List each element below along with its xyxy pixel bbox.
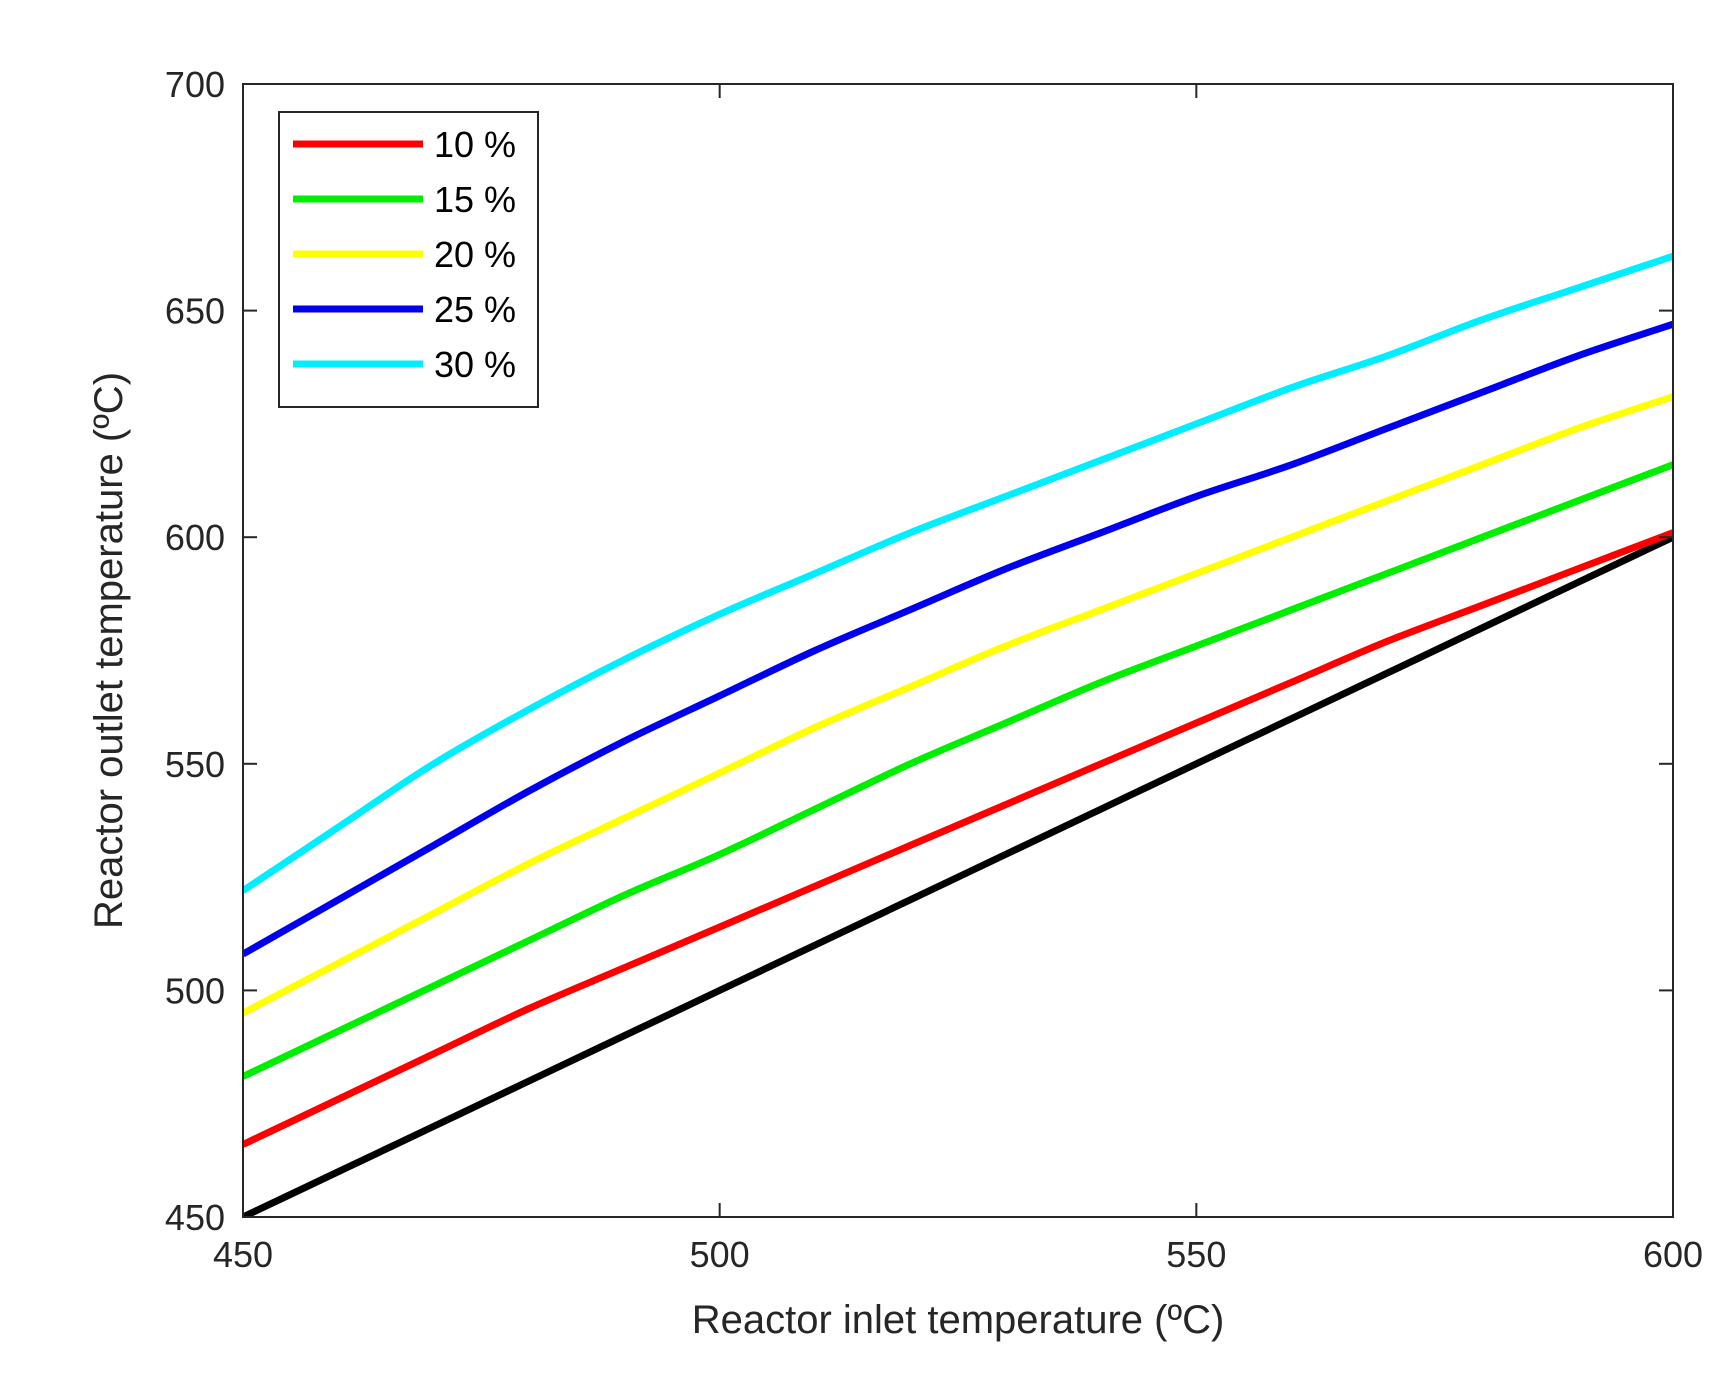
x-tick-label: 500	[690, 1234, 750, 1275]
series-line-30-percent	[243, 252, 1673, 894]
legend-label-25-percent: 25 %	[434, 289, 516, 330]
series-line-10-percent	[243, 529, 1673, 1148]
legend-label-20-percent: 20 %	[434, 234, 516, 275]
x-tick-label: 550	[1166, 1234, 1226, 1275]
legend: 10 % 15 % 20 % 25 % 30 %	[278, 111, 539, 408]
x-axis-label: Reactor inlet temperature (ºC)	[692, 1298, 1225, 1342]
series-layer	[243, 252, 1673, 1217]
legend-label-10-percent: 10 %	[434, 124, 516, 165]
series-line-reference-diagonal	[243, 534, 1673, 1217]
tick-layer: 450 500 550 600 450 500 550 600 650 700	[165, 64, 1703, 1275]
y-tick-label: 700	[165, 64, 225, 105]
legend-label-15-percent: 15 %	[434, 179, 516, 220]
series-line-20-percent	[243, 393, 1673, 1017]
y-axis-label: Reactor outlet temperature (ºC)	[87, 372, 131, 929]
series-line-15-percent	[243, 461, 1673, 1080]
y-tick-label: 550	[165, 744, 225, 785]
plot-area-frame	[242, 83, 1674, 1218]
legend-label-30-percent: 30 %	[434, 344, 516, 385]
y-tick-label: 600	[165, 517, 225, 558]
y-tick-label: 500	[165, 970, 225, 1011]
y-tick-label: 450	[165, 1197, 225, 1238]
legend-box	[278, 111, 539, 408]
x-tick-label: 450	[213, 1234, 273, 1275]
y-tick-label: 650	[165, 291, 225, 332]
x-tick-label: 600	[1643, 1234, 1703, 1275]
series-line-25-percent	[243, 320, 1673, 958]
